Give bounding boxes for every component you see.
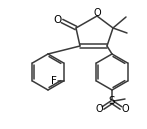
Text: F: F bbox=[51, 76, 57, 86]
Text: O: O bbox=[93, 8, 101, 18]
Text: O: O bbox=[54, 15, 62, 25]
Text: S: S bbox=[109, 96, 115, 106]
Text: O: O bbox=[121, 104, 129, 114]
Text: O: O bbox=[95, 104, 103, 114]
